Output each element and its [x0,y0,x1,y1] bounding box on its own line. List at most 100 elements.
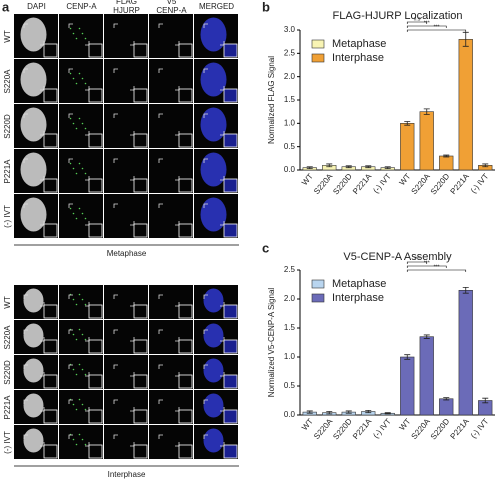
x-tick-label: S220D [429,172,452,197]
inset [223,133,238,148]
chart-title: FLAG-HJURP Localization [332,10,462,22]
micrograph [149,425,193,459]
x-tick-label: WT [398,172,413,187]
spot [75,338,78,341]
inset [133,43,148,58]
inset [133,223,148,238]
inset [43,133,58,148]
x-tick-label: P221A [449,416,472,441]
row-label: S220A [3,325,12,350]
spot [72,368,75,371]
micrograph [59,14,103,58]
inset [43,178,58,193]
micrograph [104,59,148,103]
significance-label: *** [424,260,430,266]
micrograph [104,104,148,148]
spot [69,207,72,210]
y-tick-label: 0.0 [284,165,296,174]
inset [223,444,238,459]
micrograph [59,149,103,193]
spot [78,328,81,331]
inset [43,339,58,354]
inset [43,409,58,424]
legend-label: Metaphase [332,38,386,50]
panel-letter: a [2,0,10,14]
bar [419,336,434,416]
error-bar [482,163,489,168]
row-label: WT [3,296,12,309]
x-tick-label: WT [398,417,413,432]
spot [81,438,84,441]
spot [81,77,84,80]
spot [72,77,75,80]
micrograph [149,149,193,193]
bar [458,39,473,171]
micrograph [149,390,193,424]
spot [75,82,78,85]
inset [88,133,103,148]
spot [81,212,84,215]
micrograph [59,425,103,459]
micrograph [104,320,148,354]
spot [81,32,84,35]
row-label: S220D [3,114,12,139]
y-tick-label: 2.0 [284,72,296,81]
nucleus [23,288,44,313]
error-bar [384,412,391,415]
spot [81,403,84,406]
micrograph [59,104,103,148]
micrograph [59,59,103,103]
row-label: (-) IVT [3,431,12,454]
panel-letter: b [262,0,270,14]
micrograph [149,14,193,58]
y-tick-label: 2.5 [284,265,296,274]
inset [43,223,58,238]
inset [223,223,238,238]
x-tick-label: P221A [351,171,374,196]
inset [133,409,148,424]
phase-label: Interphase [108,470,146,479]
y-tick-label: 0.5 [284,381,296,390]
spot [75,373,78,376]
y-tick-label: 2.5 [284,48,296,57]
y-tick-label: 3.0 [284,25,296,34]
nucleus [203,358,224,383]
phase-label: Metaphase [107,249,147,258]
micrograph [149,320,193,354]
micrograph [104,194,148,238]
x-tick-label: S220A [410,416,433,441]
spot [78,207,81,210]
error-bar [326,411,333,415]
spot [78,72,81,75]
column-header: CENP-A [156,6,187,15]
spot [84,443,87,446]
x-tick-label: S220A [410,171,433,196]
significance-label: *** [434,264,440,270]
micrograph [59,390,103,424]
inset [223,304,238,319]
spot [84,172,87,175]
x-tick-label: S220D [331,172,354,197]
nucleus [200,17,227,52]
y-tick-label: 0.0 [284,410,296,419]
significance-bracket [406,21,428,24]
nucleus [20,152,47,187]
x-tick-label: S220A [312,416,335,441]
inset [178,178,193,193]
y-tick-label: 2.0 [284,294,296,303]
spot [78,398,81,401]
spot [84,82,87,85]
x-tick-label: S220D [429,417,452,442]
nucleus [203,428,224,453]
spot [72,438,75,441]
inset [88,43,103,58]
spot [75,217,78,220]
significance-bracket [406,269,467,272]
nucleus [23,358,44,383]
inset [88,223,103,238]
inset [133,339,148,354]
spot [72,212,75,215]
inset [133,374,148,389]
spot [78,117,81,120]
inset [43,444,58,459]
